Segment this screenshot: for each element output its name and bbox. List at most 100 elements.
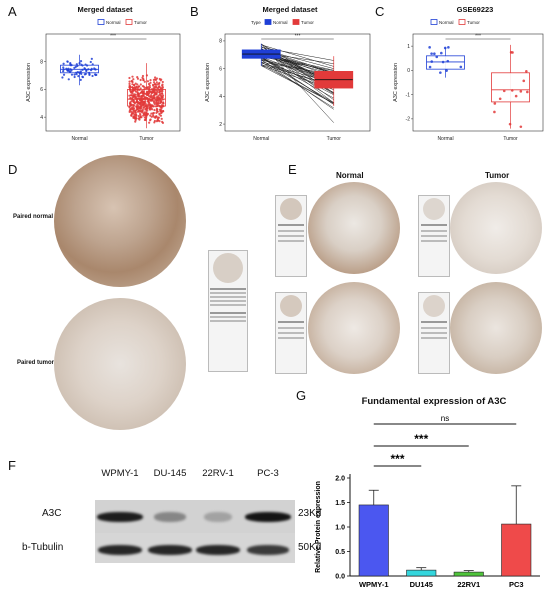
legend-swatch (125, 19, 133, 25)
data-point (511, 51, 514, 54)
data-point (146, 87, 149, 90)
data-point (155, 107, 158, 111)
data-point (131, 86, 134, 89)
data-point (160, 117, 163, 120)
y-tick-label: -1 (406, 92, 411, 98)
data-point (62, 70, 65, 73)
data-point (146, 107, 149, 110)
data-point (131, 96, 134, 99)
card-thumbnail (213, 253, 243, 283)
data-point (152, 97, 155, 100)
data-point (160, 105, 163, 108)
data-point (137, 97, 141, 100)
data-point (137, 93, 140, 96)
data-point (441, 60, 445, 64)
panel-g-title: Fundamental expression of A3C (361, 396, 507, 407)
bar (406, 569, 437, 577)
protein-label-a3c: A3C (42, 508, 62, 519)
data-point (430, 60, 434, 63)
data-point (130, 114, 133, 117)
y-axis-label: A3C expression (205, 63, 211, 102)
data-point (152, 87, 155, 90)
data-point (149, 114, 152, 117)
legend-entry: Tumor (301, 20, 314, 25)
data-point (85, 69, 88, 72)
data-point (141, 104, 145, 107)
data-point (83, 73, 86, 76)
bar (501, 523, 532, 577)
blot-band (247, 545, 289, 555)
data-point (445, 69, 448, 72)
data-point (154, 99, 157, 102)
plot-frame (224, 33, 371, 132)
data-point (148, 121, 151, 124)
significance-label: *** (475, 34, 481, 40)
y-axis-label: A3C expression (26, 63, 32, 102)
data-point (128, 102, 132, 105)
data-point (149, 104, 152, 107)
data-point (65, 68, 69, 71)
data-point (139, 83, 142, 86)
box-iqr (491, 72, 530, 103)
data-point (130, 106, 134, 109)
data-point (519, 90, 523, 93)
lane-label: PC-3 (257, 468, 279, 479)
data-point (149, 81, 152, 84)
data-point (159, 99, 163, 102)
data-point (137, 100, 140, 104)
data-point (141, 74, 145, 78)
data-point (132, 111, 135, 114)
data-point (155, 85, 158, 88)
data-point (74, 65, 77, 69)
data-point (151, 99, 154, 102)
data-point (144, 108, 147, 111)
tissue-info-card-e2 (418, 195, 450, 277)
x-tick-label: WPMY-1 (359, 580, 389, 589)
column-header-normal: Normal (336, 171, 364, 180)
panel-b-paired-boxplot: 2 4 6 8 A3C expression Normal Tumor Type Normal T… (205, 19, 371, 142)
y-tick-label: 0.5 (335, 549, 345, 556)
paired-line (261, 57, 334, 105)
box-iqr (426, 55, 465, 70)
data-point (157, 95, 160, 98)
data-point (162, 102, 165, 105)
data-point (133, 93, 136, 96)
data-point (129, 89, 132, 93)
panel-letter-e: E (288, 162, 297, 177)
data-point (67, 78, 70, 81)
paired-line (261, 47, 334, 61)
data-point (159, 79, 162, 82)
data-point (440, 51, 443, 55)
data-point (138, 112, 142, 116)
data-point (147, 100, 150, 103)
y-tick-label: 6 (40, 87, 43, 93)
data-point (68, 70, 71, 73)
data-point (142, 114, 145, 117)
data-point (90, 57, 93, 60)
y-tick-label: 4 (219, 94, 222, 100)
data-point (155, 120, 159, 123)
legend-swatch (97, 19, 105, 25)
data-point (155, 105, 158, 108)
data-point (146, 80, 150, 83)
panel-letter-d: D (8, 162, 18, 177)
size-label-a3c: 23Kd (298, 508, 322, 519)
data-point (79, 78, 82, 81)
data-point (73, 75, 76, 79)
data-point (144, 104, 147, 107)
data-point (139, 96, 143, 99)
data-point (73, 73, 76, 76)
data-point (135, 85, 138, 88)
legend-swatch (430, 19, 438, 25)
data-point (152, 95, 155, 98)
data-point (138, 88, 141, 92)
data-point (526, 90, 529, 94)
data-point (519, 125, 523, 129)
data-point (443, 46, 447, 50)
blot-band (195, 545, 241, 555)
data-point (69, 62, 72, 65)
legend-entry: Normal (106, 20, 121, 25)
y-tick-label: 2.0 (335, 476, 345, 483)
data-point (140, 107, 143, 110)
blot-band (244, 512, 292, 522)
